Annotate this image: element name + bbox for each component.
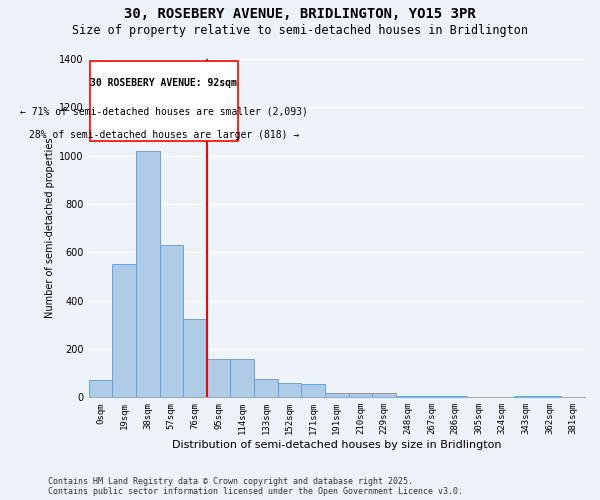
- Bar: [160, 245, 183, 398]
- Text: 30, ROSEBERY AVENUE, BRIDLINGTON, YO15 3PR: 30, ROSEBERY AVENUE, BRIDLINGTON, YO15 3…: [124, 8, 476, 22]
- Text: Size of property relative to semi-detached houses in Bridlington: Size of property relative to semi-detach…: [72, 24, 528, 37]
- FancyBboxPatch shape: [90, 62, 238, 141]
- Bar: [183, 319, 207, 398]
- Bar: [278, 383, 301, 398]
- Bar: [396, 396, 419, 398]
- Bar: [136, 151, 160, 398]
- Bar: [207, 358, 230, 398]
- Bar: [254, 379, 278, 398]
- Text: ← 71% of semi-detached houses are smaller (2,093): ← 71% of semi-detached houses are smalle…: [20, 106, 308, 116]
- Bar: [301, 384, 325, 398]
- Text: Contains HM Land Registry data © Crown copyright and database right 2025.
Contai: Contains HM Land Registry data © Crown c…: [48, 476, 463, 496]
- Y-axis label: Number of semi-detached properties: Number of semi-detached properties: [45, 138, 55, 318]
- Bar: [443, 396, 467, 398]
- Text: 28% of semi-detached houses are larger (818) →: 28% of semi-detached houses are larger (…: [29, 130, 299, 140]
- Text: 30 ROSEBERY AVENUE: 92sqm: 30 ROSEBERY AVENUE: 92sqm: [90, 78, 237, 88]
- Bar: [419, 396, 443, 398]
- Bar: [538, 396, 562, 398]
- X-axis label: Distribution of semi-detached houses by size in Bridlington: Distribution of semi-detached houses by …: [172, 440, 502, 450]
- Bar: [349, 392, 372, 398]
- Bar: [89, 380, 112, 398]
- Bar: [514, 396, 538, 398]
- Bar: [325, 392, 349, 398]
- Bar: [372, 392, 396, 398]
- Bar: [112, 264, 136, 398]
- Bar: [230, 358, 254, 398]
